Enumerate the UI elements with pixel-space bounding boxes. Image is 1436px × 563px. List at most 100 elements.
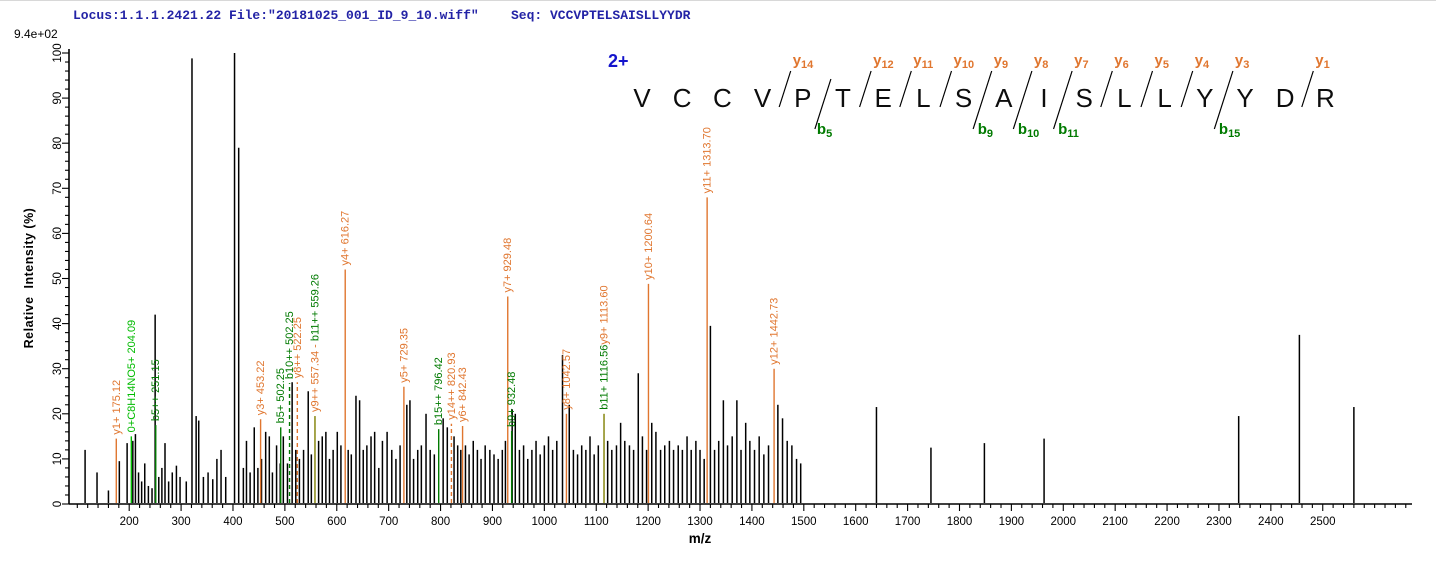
residue-letter: Y	[1236, 83, 1253, 113]
residue-letter: R	[1316, 83, 1335, 113]
residue-letter: C	[673, 83, 692, 113]
x-tick-label: 1300	[687, 516, 713, 528]
y-tick-label: 100	[52, 43, 64, 62]
residue-letter: S	[1076, 83, 1093, 113]
ion-annotation-label: y11+ 1313.70	[702, 127, 714, 193]
x-tick-label: 2100	[1102, 516, 1128, 528]
y-ion-marker: y10	[954, 52, 975, 71]
ion-annotation-label: 0+C8H14NO5+ 204.09	[126, 320, 138, 433]
b-ion-marker: b10	[1018, 121, 1039, 140]
x-tick-label: 800	[431, 516, 450, 528]
ion-annotation-label: b10++ 502.25	[284, 311, 296, 379]
x-tick-label: 1700	[895, 516, 921, 528]
ion-annotation-label: b5+ 502.25	[275, 368, 287, 423]
x-tick-label: 1600	[843, 516, 869, 528]
residue-letter: L	[1117, 83, 1131, 113]
residue-letter: S	[955, 83, 972, 113]
y-tick-label: 10	[52, 453, 64, 466]
y-ion-marker: y11	[913, 52, 933, 71]
ion-annotation-label: b15++ 796.42	[433, 357, 445, 425]
intensity-scale-label: 9.4e+02	[14, 27, 58, 41]
residue-letter: L	[916, 83, 930, 113]
ion-annotation-label: y10+ 1200.64	[643, 213, 655, 280]
x-tick-label: 500	[275, 516, 294, 528]
residue-letter: C	[713, 83, 732, 113]
cleavage-mark	[1012, 70, 1033, 130]
locus-file-label: Locus:1.1.1.2421.22 File:"20181025_001_I…	[73, 8, 479, 23]
y-tick-label: 80	[52, 137, 64, 150]
x-tick-label: 300	[171, 516, 190, 528]
y-tick-label: 90	[52, 92, 64, 105]
cleavage-mark	[1140, 70, 1154, 108]
cleavage-mark	[778, 70, 792, 108]
y-tick-label: 70	[52, 182, 64, 195]
cleavage-mark	[859, 70, 872, 108]
y-tick-label: 50	[52, 272, 64, 285]
cleavage-mark	[939, 70, 953, 108]
y-tick-label: 60	[52, 227, 64, 240]
b-ion-marker: b11	[1058, 121, 1079, 140]
residue-letter: E	[875, 83, 892, 113]
ion-annotation-label: y8++ 522.25	[292, 317, 304, 378]
y-tick-label: 30	[52, 362, 64, 375]
y-tick-label: 40	[52, 317, 64, 330]
cleavage-mark	[1301, 70, 1314, 108]
b-ion-marker: b15	[1219, 121, 1240, 140]
y-ion-marker: y7	[1074, 52, 1088, 71]
residue-letter: L	[1157, 83, 1171, 113]
residue-letter: V	[754, 83, 772, 113]
x-axis-title: m/z	[688, 531, 712, 546]
ion-annotation-label: y6+ 842.43	[457, 367, 469, 422]
axes	[68, 49, 1412, 505]
y-tick-label: 0	[52, 501, 64, 507]
residue-letter: V	[633, 83, 651, 113]
residue-letter: A	[995, 83, 1013, 113]
charge-state-label: 2+	[608, 51, 629, 71]
y-ion-marker: y8	[1034, 52, 1048, 71]
x-tick-label: 2200	[1154, 516, 1180, 528]
x-tick-label: 1500	[791, 516, 817, 528]
residue-letter: D	[1276, 83, 1295, 113]
ion-annotation-label: y5+ 729.35	[398, 328, 410, 383]
cleavage-mark	[899, 70, 912, 108]
residue-letter: Y	[1196, 83, 1213, 113]
ion-annotation-label: y1+ 175.12	[111, 380, 123, 435]
x-tick-label: 1400	[739, 516, 765, 528]
b-ion-marker: b5	[817, 121, 832, 140]
x-tick-label: 2000	[1050, 516, 1076, 528]
cleavage-mark	[972, 70, 993, 130]
x-tick-label: 600	[327, 516, 346, 528]
annotated-peaks: y1+ 175.12 0+C8H14NO5+ 204.09 b5++ 251.15 y…	[111, 127, 781, 503]
x-tick-label: 1100	[584, 516, 609, 528]
x-tick-label: 1000	[532, 516, 558, 528]
ion-annotation-label: y12+ 1442.73	[769, 298, 781, 365]
y-ion-marker: y1	[1315, 52, 1329, 71]
y-tick-label: 20	[52, 407, 64, 420]
ion-annotation-label: y3+ 453.22	[255, 360, 267, 415]
y-ion-marker: y5	[1155, 52, 1169, 71]
y-ion-marker: y4	[1195, 52, 1210, 71]
y-ion-marker: y9	[994, 52, 1008, 71]
cleavage-mark	[814, 78, 832, 130]
y-axis-ticks: 0 10 20 30 40 50 60 70 80 90 100	[52, 43, 69, 507]
ion-annotation-label: y7+ 929.48	[502, 238, 514, 293]
cleavage-mark	[1213, 70, 1234, 130]
x-axis-ticks: 200 300 400 500 600 700 800 900 1000 1100 1200 1300…	[76, 504, 1407, 528]
y-ion-marker: y3	[1235, 52, 1249, 71]
ion-annotation-label: b9+ 932.48	[506, 372, 518, 427]
y-ion-marker: y12	[873, 52, 894, 71]
ion-annotation-label: y14++ 820.93	[446, 352, 458, 419]
ion-annotation-label: b5++ 251.15	[150, 359, 162, 421]
y-ion-marker: y6	[1114, 52, 1128, 71]
sequence-label: Seq: VCCVPTELSAISLLYYDR	[511, 8, 691, 23]
x-tick-label: 2300	[1206, 516, 1232, 528]
x-tick-label: 1800	[947, 516, 973, 528]
x-tick-label: 2500	[1310, 516, 1336, 528]
cleavage-mark	[1180, 70, 1194, 108]
ion-annotation-label: y8+ 1042.57	[561, 349, 573, 410]
b-ion-marker: b9	[978, 121, 993, 140]
residue-letter: I	[1040, 83, 1047, 113]
